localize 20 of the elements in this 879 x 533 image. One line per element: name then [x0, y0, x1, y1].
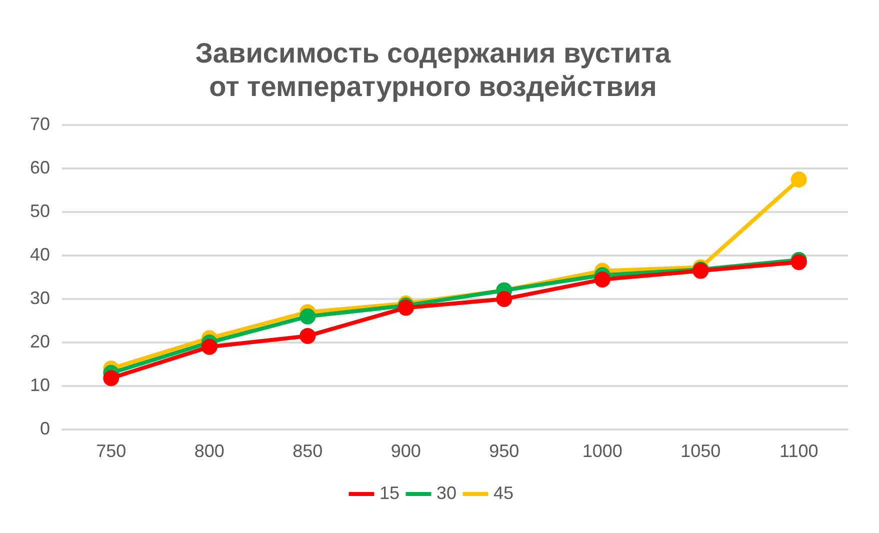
x-tick-label: 900 — [390, 441, 421, 462]
x-tick-label: 1000 — [582, 441, 622, 462]
y-tick-label: 10 — [30, 374, 50, 395]
y-tick-label: 20 — [30, 331, 50, 352]
x-tick-label: 850 — [292, 441, 323, 462]
x-tick-label: 1050 — [680, 441, 721, 462]
y-tick-label: 60 — [30, 158, 50, 178]
y-tick-label: 0 — [40, 418, 50, 438]
x-tick-label: 800 — [194, 441, 224, 462]
y-tick-label: 30 — [30, 288, 50, 308]
legend-label: 15 — [379, 482, 400, 503]
y-tick-label: 70 — [30, 114, 50, 134]
legend-label: 45 — [494, 482, 514, 503]
chart-title: Зависимость содержания вустита от температурного воздействия — [195, 38, 672, 102]
x-tick-label: 750 — [96, 441, 126, 462]
x-tick-label: 1100 — [780, 441, 818, 462]
x-tick-label: 950 — [489, 441, 520, 462]
y-tick-label: 50 — [30, 201, 50, 222]
legend-label: 30 — [436, 482, 457, 503]
y-tick-label: 40 — [30, 244, 50, 265]
